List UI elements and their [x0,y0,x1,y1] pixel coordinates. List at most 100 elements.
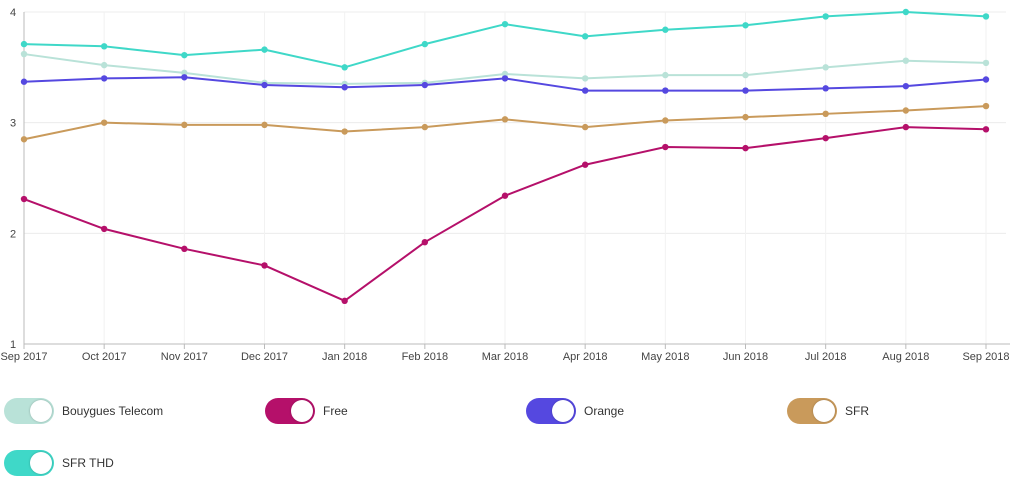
data-point-sfr-thd[interactable] [341,64,348,71]
data-point-orange[interactable] [341,84,348,91]
y-tick-label: 3 [10,118,16,130]
data-point-free[interactable] [982,126,990,133]
x-tick-label: May 2018 [641,351,689,363]
data-point-orange[interactable] [100,75,108,82]
data-point-sfr-thd[interactable] [261,46,268,53]
data-point-orange[interactable] [902,82,910,90]
data-point-orange[interactable] [822,85,829,92]
data-point-free[interactable] [261,262,268,269]
data-point-bouygues-telecom[interactable] [501,70,509,78]
data-point-orange[interactable] [742,87,749,94]
data-point-orange[interactable] [20,78,28,85]
data-point-sfr-thd[interactable] [822,13,829,20]
series-free [20,123,990,305]
data-point-orange[interactable] [501,75,509,82]
legend-item-orange[interactable]: Orange [526,396,624,426]
x-tick-label: Nov 2017 [161,351,208,363]
data-point-free[interactable] [902,123,910,131]
data-point-bouygues-telecom[interactable] [100,61,108,69]
data-point-free[interactable] [662,143,669,151]
data-point-free[interactable] [100,225,108,233]
data-point-bouygues-telecom[interactable] [982,59,990,67]
data-point-sfr[interactable] [742,113,749,121]
data-point-sfr-thd[interactable] [742,22,749,29]
data-point-free[interactable] [20,195,28,203]
data-point-sfr-thd[interactable] [982,13,990,20]
legend-label-sfr: SFR [845,404,869,418]
toggle-knob [30,400,52,422]
data-point-sfr[interactable] [181,121,188,129]
legend-toggle-sfr-thd[interactable] [4,450,54,476]
x-tick-label: Jul 2018 [805,351,847,363]
data-point-sfr-thd[interactable] [181,51,188,59]
data-point-free[interactable] [181,245,188,253]
data-point-bouygues-telecom[interactable] [822,64,829,71]
legend-label-free: Free [323,404,348,418]
toggle-knob [552,400,574,422]
toggle-knob [813,400,835,422]
series-sfr [20,102,990,143]
legend-toggle-orange[interactable] [526,398,576,424]
x-tick-label: Feb 2018 [402,351,448,363]
legend-item-bouygues-telecom[interactable]: Bouygues Telecom [4,396,163,426]
data-point-free[interactable] [822,134,829,142]
data-point-sfr-thd[interactable] [421,40,429,48]
x-tick-label: Jun 2018 [723,351,768,363]
data-point-sfr[interactable] [581,123,589,131]
data-point-free[interactable] [581,161,589,168]
legend-toggle-bouygues-telecom[interactable] [4,398,54,424]
data-point-sfr[interactable] [902,107,910,114]
chart-axes [23,12,1010,349]
data-point-sfr[interactable] [20,136,28,143]
data-point-sfr[interactable] [421,123,429,131]
legend-toggle-free[interactable] [265,398,315,424]
data-point-bouygues-telecom[interactable] [662,71,669,79]
data-point-free[interactable] [421,238,429,246]
data-point-bouygues-telecom[interactable] [181,69,188,77]
data-point-sfr-thd[interactable] [20,40,28,48]
data-point-sfr[interactable] [261,121,268,129]
data-point-sfr[interactable] [100,119,108,126]
data-point-free[interactable] [742,144,749,152]
data-point-free[interactable] [501,192,509,199]
legend-toggle-sfr[interactable] [787,398,837,424]
y-tick-label: 1 [10,339,16,351]
data-point-bouygues-telecom[interactable] [20,50,28,58]
data-point-sfr-thd[interactable] [100,43,108,50]
data-point-sfr-thd[interactable] [902,8,910,16]
data-point-sfr-thd[interactable] [662,26,669,33]
data-point-orange[interactable] [982,76,990,83]
x-tick-label: Apr 2018 [563,351,608,363]
data-point-sfr-thd[interactable] [501,20,509,28]
x-tick-label: Aug 2018 [882,351,929,363]
toggle-knob [30,452,52,474]
data-point-sfr[interactable] [982,102,990,110]
y-tick-label: 2 [10,228,16,240]
data-point-orange[interactable] [261,81,268,89]
data-point-orange[interactable] [662,87,669,94]
data-point-sfr[interactable] [662,117,669,124]
data-point-orange[interactable] [181,74,188,81]
data-point-sfr[interactable] [822,110,829,118]
y-tick-label: 4 [10,7,16,19]
data-point-sfr[interactable] [341,128,348,135]
chart-legend: Bouygues Telecom Free Orange SFR SFR THD [0,390,1024,489]
data-point-orange[interactable] [581,87,589,94]
data-point-bouygues-telecom[interactable] [902,57,910,64]
series-sfr-thd [20,8,990,71]
legend-item-free[interactable]: Free [265,396,348,426]
data-point-sfr[interactable] [501,116,509,123]
legend-label-bouygues-telecom: Bouygues Telecom [62,404,164,418]
data-point-bouygues-telecom[interactable] [581,75,589,82]
x-tick-label: Sep 2017 [0,351,47,363]
toggle-knob [291,400,313,422]
line-chart: 1 2 3 4 Sep 2017 Oct 2017 Nov 2017 Dec 2017 Jan … [0,7,1010,363]
data-point-orange[interactable] [421,81,429,89]
series-orange [20,74,990,94]
data-point-free[interactable] [341,297,348,305]
x-tick-label: Jan 2018 [322,351,367,363]
data-point-bouygues-telecom[interactable] [742,71,749,79]
legend-item-sfr-thd[interactable]: SFR THD [4,448,114,478]
legend-item-sfr[interactable]: SFR [787,396,869,426]
data-point-sfr-thd[interactable] [581,33,589,40]
